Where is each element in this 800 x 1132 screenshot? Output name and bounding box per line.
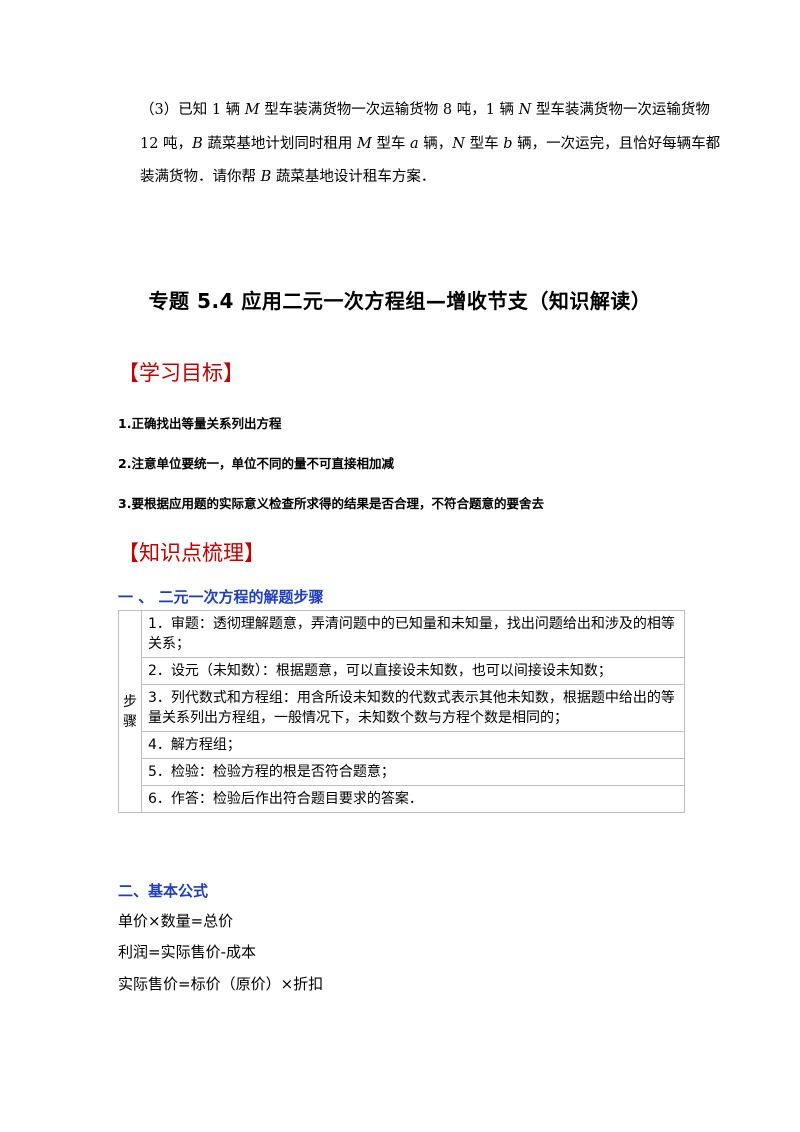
formula-3: 实际售价=标价（原价）×折扣 [118, 975, 324, 993]
page-title: 专题 5.4 应用二元一次方程组—增收节支（知识解读） [148, 289, 652, 313]
step-5: 5．检验：检验方程的根是否符合题意； [141, 758, 685, 786]
step-4: 4．解方程组； [141, 731, 685, 759]
subsection-basic-formulas: 二、基本公式 [118, 882, 209, 900]
subsection-solving-steps: 一 、 二元一次方程的解题步骤 [118, 588, 324, 606]
formula-1: 单价×数量=总价 [118, 912, 234, 930]
step-2: 2．设元（未知数）：根据题意，可以直接设未知数，也可以间接设未知数； [141, 657, 685, 685]
steps-table: 步骤 1．审题：透彻理解题意，弄清问题中的已知量和未知量，找出问题给出和涉及的相… [118, 610, 685, 813]
formula-2: 利润=实际售价-成本 [118, 943, 256, 961]
goal-item-3: 3.要根据应用题的实际意义检查所求得的结果是否合理，不符合题意的要舍去 [118, 496, 544, 511]
steps-label-text: 步骤 [123, 693, 137, 730]
step-3: 3．列代数式和方程组：用含所设未知数的代数式表示其他未知数，根据题中给出的等量关… [141, 684, 685, 732]
step-6: 6．作答：检验后作出符合题目要求的答案． [141, 785, 685, 813]
problem-line-1: （3）已知 1 辆 M 型车装满货物一次运输货物 8 吨，1 辆 N 型车装满货… [140, 102, 710, 118]
problem-line-3: 装满货物．请你帮 B 蔬菜基地设计租车方案． [140, 169, 436, 185]
section-knowledge-points: 【知识点梳理】 [118, 541, 265, 565]
section-learning-goals: 【学习目标】 [118, 361, 244, 385]
step-1: 1．审题：透彻理解题意，弄清问题中的已知量和未知量，找出问题给出和涉及的相等关系… [141, 610, 685, 658]
goal-item-1: 1.正确找出等量关系列出方程 [118, 416, 282, 431]
problem-line-2: 12 吨，B 蔬菜基地计划同时租用 M 型车 a 辆，N 型车 b 辆，一次运完… [140, 136, 721, 152]
goal-item-2: 2.注意单位要统一，单位不同的量不可直接相加减 [118, 456, 394, 471]
steps-label: 步骤 [118, 610, 142, 813]
